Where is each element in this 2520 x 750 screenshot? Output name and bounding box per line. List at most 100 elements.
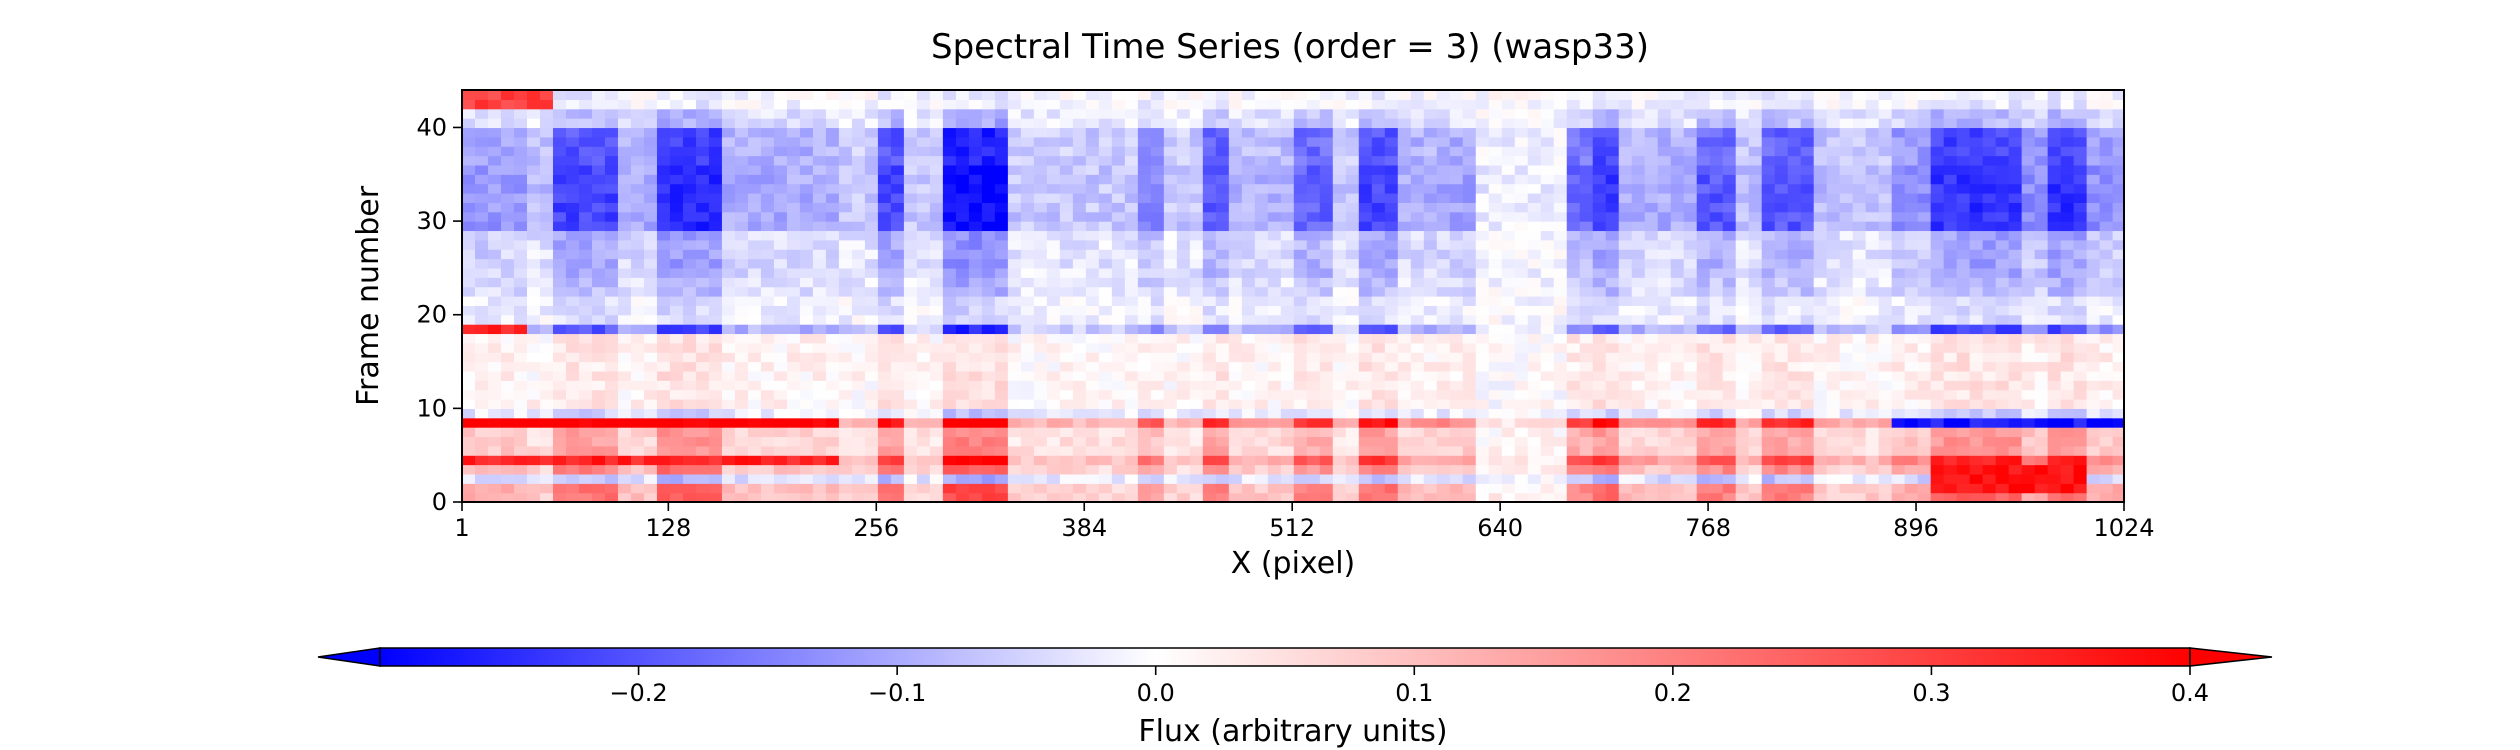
heatmap-cell [2060,352,2075,363]
heatmap-cell [1228,464,1243,475]
heatmap-cell [1670,202,1685,213]
heatmap-cell [968,483,983,494]
heatmap-cell [1475,380,1490,391]
heatmap-cell [565,389,580,400]
heatmap-cell [1267,464,1282,475]
heatmap-cell [1904,380,1919,391]
heatmap-cell [1917,286,1932,297]
heatmap-cell [1631,146,1646,157]
heatmap-cell [890,183,905,194]
heatmap-cell [1917,221,1932,232]
heatmap-cell [1553,492,1568,503]
heatmap-cell [1293,221,1308,232]
heatmap-cell [1566,333,1581,344]
heatmap-cell [2034,492,2049,503]
heatmap-cell [1085,445,1100,456]
heatmap-cell [851,296,866,306]
heatmap-cell [1462,296,1477,306]
heatmap-cell [1371,146,1386,157]
heatmap-cell [1696,146,1711,157]
heatmap-cell [968,146,983,157]
heatmap-cell [1410,370,1425,381]
heatmap-cell [1826,305,1841,316]
heatmap-cell [890,314,905,325]
heatmap-cell [1865,352,1880,363]
heatmap-cell [1605,370,1620,381]
heatmap-cell [1709,492,1724,503]
heatmap-cell [1644,436,1659,447]
heatmap-cell [968,436,983,447]
heatmap-cell [1514,155,1529,166]
heatmap-cell [2112,239,2125,250]
heatmap-cell [1488,230,1503,241]
heatmap-cell [1514,352,1529,363]
heatmap-cell [1332,211,1347,222]
heatmap-cell [2047,258,2062,269]
heatmap-cell [773,239,788,250]
heatmap-cell [1228,324,1243,335]
heatmap-cell [1735,286,1750,297]
heatmap-cell [838,380,853,391]
heatmap-cell [2034,202,2049,213]
heatmap-cell [734,380,749,391]
heatmap-cell [1514,436,1529,447]
heatmap-cell [1878,230,1893,241]
heatmap-cell [1163,267,1178,278]
heatmap-cell [1423,211,1438,222]
heatmap-cell [851,155,866,166]
heatmap-cell [747,352,762,363]
heatmap-cell [812,399,827,409]
heatmap-cell [1501,174,1516,185]
heatmap-cell [1618,370,1633,381]
heatmap-cell [539,258,554,269]
heatmap-cell [1033,483,1048,494]
heatmap-cell [1228,277,1243,288]
heatmap-cell [994,464,1009,475]
heatmap-cell [1111,473,1126,484]
heatmap-cell [1189,389,1204,400]
heatmap-cell [929,389,944,400]
heatmap-cell [1683,445,1698,456]
heatmap-cell [1033,314,1048,325]
heatmap-cell [2021,389,2036,400]
heatmap-cell [1852,230,1867,241]
heatmap-cell [1462,155,1477,166]
heatmap-cell [1072,352,1087,363]
heatmap-cell [513,436,528,447]
heatmap-cell [721,361,736,372]
heatmap-cell [812,389,827,400]
heatmap-cell [565,230,580,241]
heatmap-cell [1280,380,1295,391]
heatmap-cell [1618,473,1633,484]
heatmap-cell [1215,464,1230,475]
heatmap-cell [695,342,710,353]
heatmap-cell [1865,249,1880,260]
heatmap-cell [539,492,554,503]
heatmap-cell [1163,342,1178,353]
heatmap-cell [2073,136,2088,147]
heatmap-cell [1930,352,1945,363]
heatmap-cell [1813,174,1828,185]
heatmap-cell [1852,239,1867,250]
heatmap-cell [539,370,554,381]
heatmap-cell [2060,464,2075,475]
heatmap-cell [682,370,697,381]
heatmap-cell [1033,239,1048,250]
heatmap-cell [994,155,1009,166]
heatmap-cell [630,230,645,241]
heatmap-cell [1644,399,1659,409]
heatmap-cell [513,230,528,241]
heatmap-cell [1059,342,1074,353]
heatmap-cell [1722,174,1737,185]
heatmap-cell [1995,174,2010,185]
heatmap-cell [1696,174,1711,185]
heatmap-cell [1475,399,1490,409]
heatmap-cell [1202,239,1217,250]
heatmap-cell [1618,464,1633,475]
heatmap-cell [2073,333,2088,344]
heatmap-cell [1410,211,1425,222]
heatmap-cell [1553,399,1568,409]
heatmap-cell [669,174,684,185]
heatmap-cell [669,352,684,363]
heatmap-cell [1774,202,1789,213]
